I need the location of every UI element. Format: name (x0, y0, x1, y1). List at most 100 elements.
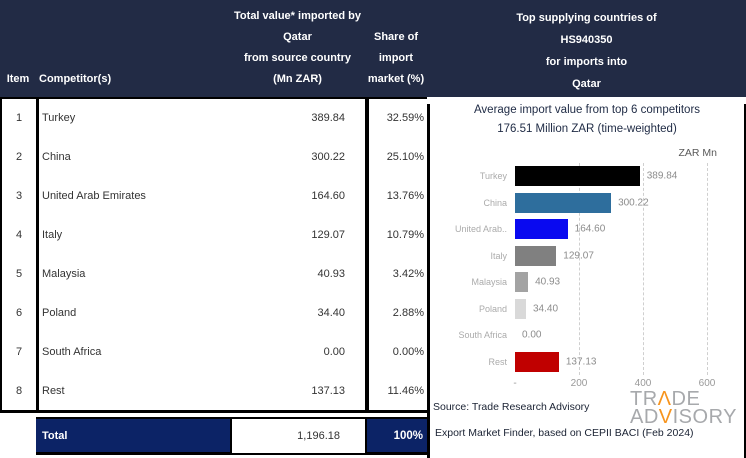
chart-subtitle: 176.51 Million ZAR (time-weighted) (497, 123, 677, 135)
logo-line-trade: TRΛDE (629, 388, 701, 410)
axis-unit-label: ZAR Mn (678, 147, 717, 159)
cell-value: 389.84 (311, 112, 345, 125)
cell-share: 0.00% (365, 332, 427, 372)
cell-item: 6 (15, 306, 23, 319)
cell-competitor: South Africa (36, 332, 230, 372)
cell-item: 7 (15, 345, 23, 358)
bar-row: Malaysia 40.93 (435, 269, 723, 296)
cell-share: 32.59% (365, 99, 427, 138)
bar-label: South Africa (458, 330, 507, 341)
cell-competitor: Turkey (36, 99, 230, 138)
col-header-total-value: Total value* imported by Qatar from sour… (234, 10, 361, 85)
cell-item: 5 (15, 267, 23, 280)
cell-competitor: Rest (36, 371, 230, 410)
total-row: Total 1,196.18 100% (0, 417, 427, 455)
source-line-2: Export Market Finder, based on CEPII BAC… (435, 427, 694, 439)
bar-label: Italy (490, 250, 507, 261)
bar-row: Italy 129.07 (435, 243, 723, 270)
table-row: 1 Turkey 389.84 32.59% (2, 99, 427, 138)
table-body: 1 Turkey 389.84 32.59% 2 China 300.22 25… (0, 97, 427, 413)
bar (515, 351, 559, 372)
bar-value: 0.00 (522, 329, 542, 341)
bar (515, 245, 557, 266)
bar-value: 300.22 (618, 197, 649, 209)
logo-v-icon: V (658, 406, 673, 428)
cell-value: 300.22 (311, 151, 345, 164)
bar-row: Poland 34.40 (435, 296, 723, 323)
table-row: 5 Malaysia 40.93 3.42% (2, 254, 427, 294)
table-row: 4 Italy 129.07 10.79% (2, 215, 427, 255)
source-line-1: Source: Trade Research Advisory (433, 401, 590, 413)
competitor-table-panel: Item Competitor(s) Total value* imported… (0, 0, 427, 455)
total-value: 1,196.18 (230, 417, 367, 455)
bar-row: Rest 137.13 (435, 349, 723, 376)
cell-item: 4 (15, 229, 23, 242)
bar-label: China (483, 197, 507, 208)
cell-competitor: Malaysia (36, 254, 230, 294)
cell-share: 10.79% (365, 215, 427, 255)
bar (515, 192, 612, 213)
table-header: Item Competitor(s) Total value* imported… (0, 0, 427, 97)
x-axis-tick: 200 (570, 378, 588, 389)
cell-competitor: China (36, 137, 230, 177)
bar-value: 164.60 (574, 223, 606, 235)
bar-row: Turkey 389.84 (435, 163, 723, 190)
bar-label: Turkey (479, 171, 507, 182)
cell-item: 2 (15, 151, 23, 164)
table-row: 2 China 300.22 25.10% (2, 137, 427, 177)
x-axis: - 200 400 600 (513, 378, 715, 392)
cell-item: 3 (15, 190, 23, 203)
bar-label: Malaysia (471, 277, 507, 288)
gridline (579, 163, 580, 375)
cell-item: 8 (15, 384, 23, 397)
table-row: 7 South Africa 0.00 0.00% (2, 332, 427, 372)
bar-row: China 300.22 (435, 190, 723, 217)
logo-caret-icon: Λ (657, 388, 672, 410)
bar (515, 166, 640, 187)
cell-value: 0.00 (323, 345, 345, 358)
bar (515, 219, 568, 240)
bar-label: United Arab.. (454, 224, 507, 235)
cell-share: 3.42% (365, 254, 427, 294)
gridline (643, 163, 644, 375)
bar (515, 272, 529, 293)
chart-panel-header: Top supplying countries of HS940350 for … (427, 0, 746, 97)
total-label: Total (36, 417, 230, 455)
bar-value: 137.13 (565, 356, 597, 368)
chart-title: Average import value from top 6 competit… (473, 104, 701, 116)
bar-value: 129.07 (563, 250, 594, 262)
chart-area: Average import value from top 6 competit… (427, 104, 746, 458)
cell-competitor: Italy (36, 215, 230, 255)
cell-value: 164.60 (311, 190, 345, 203)
bar-value: 40.93 (535, 276, 561, 288)
col-header-item: Item (6, 73, 30, 85)
x-axis-tick: 600 (698, 378, 716, 389)
trade-advisory-logo: TRΛDE ADVISORY (629, 388, 737, 428)
cell-competitor: United Arab Emirates (36, 176, 230, 216)
bar-row: United Arab.. 164.60 (435, 216, 723, 243)
col-header-competitor: Competitor(s) (39, 73, 112, 85)
bar-value: 34.40 (533, 303, 559, 315)
table-row: 8 Rest 137.13 11.46% (2, 371, 427, 410)
bar-value: 389.84 (646, 170, 678, 182)
col-header-share: Share of import market (%) (367, 31, 425, 85)
cell-value: 34.40 (317, 306, 345, 319)
cell-item: 1 (15, 112, 23, 125)
chart-panel: Top supplying countries of HS940350 for … (427, 0, 746, 458)
cell-share: 13.76% (365, 176, 427, 216)
cell-value: 137.13 (311, 384, 345, 397)
cell-share: 25.10% (365, 137, 427, 177)
bar (515, 298, 526, 319)
cell-share: 11.46% (365, 371, 427, 410)
x-axis-tick: 400 (634, 378, 652, 389)
bar-label: Rest (488, 356, 507, 367)
bar-label: Poland (478, 303, 507, 314)
bar-row: South Africa 0.00 (435, 322, 723, 349)
table-row: 3 United Arab Emirates 164.60 13.76% (2, 176, 427, 216)
cell-value: 40.93 (317, 267, 345, 280)
cell-value: 129.07 (311, 229, 345, 242)
table-row: 6 Poland 34.40 2.88% (2, 293, 427, 333)
x-axis-tick: - (513, 378, 517, 389)
gridline (707, 163, 708, 375)
